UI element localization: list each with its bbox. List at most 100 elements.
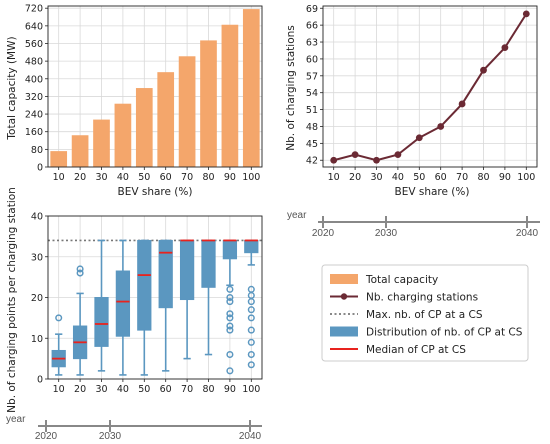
cp-box bbox=[94, 239, 109, 372]
stations-point bbox=[373, 156, 380, 164]
cp-box-flier bbox=[76, 265, 84, 273]
cp-per-cs-xtick-label: 40 bbox=[117, 384, 129, 395]
legend-swatch-box bbox=[330, 326, 358, 337]
cp-box-flier bbox=[226, 293, 234, 302]
cp-box bbox=[51, 314, 66, 376]
capacity-y-axis-label: Total capacity (MW) bbox=[6, 36, 18, 140]
capacity-bar bbox=[242, 9, 260, 167]
legend-label: Max. nb. of CP at a CS bbox=[366, 309, 483, 321]
cp-box-body bbox=[158, 239, 173, 309]
stations-ytick-label: 42 bbox=[306, 156, 318, 167]
cp-box bbox=[222, 239, 238, 375]
capacity-ytick-label: 400 bbox=[25, 74, 43, 85]
timeline-year: 2040 bbox=[516, 228, 539, 239]
cp-box-body bbox=[222, 239, 238, 260]
capacity-xtick-label: 10 bbox=[53, 172, 65, 183]
cp-per-cs-xtick-label: 10 bbox=[53, 384, 65, 395]
cp-box-body bbox=[244, 239, 259, 254]
capacity-ytick-label: 480 bbox=[25, 57, 43, 68]
stations-point bbox=[330, 156, 338, 164]
cp-box-flier bbox=[226, 298, 234, 306]
cp-box bbox=[158, 239, 173, 372]
cp-box-flier bbox=[226, 351, 234, 359]
cp-per-cs-plot-frame bbox=[47, 215, 263, 380]
cp-box-body bbox=[201, 239, 216, 288]
cp-box-body bbox=[94, 297, 109, 347]
cp-box-flier bbox=[226, 310, 234, 318]
cp-per-cs-ytick-label: 30 bbox=[31, 252, 43, 263]
cp-per-cs-box-chart: Nb. of charging points per charging stat… bbox=[6, 187, 263, 413]
cp-box bbox=[72, 265, 88, 376]
cp-box bbox=[244, 239, 259, 369]
stations-ytick-label: 60 bbox=[306, 54, 318, 65]
cp-box bbox=[179, 239, 195, 360]
cp-per-cs-ytick-label: 10 bbox=[31, 334, 43, 345]
capacity-x-axis-label: BEV share (%) bbox=[118, 186, 193, 198]
cp-per-cs-xtick-label: 30 bbox=[95, 384, 107, 395]
stations-xtick-label: 10 bbox=[328, 172, 340, 183]
legend-label: Nb. charging stations bbox=[366, 292, 478, 304]
cp-box-flier bbox=[247, 338, 255, 346]
stations-plot-frame bbox=[322, 5, 538, 168]
stations-ytick-label: 54 bbox=[306, 88, 318, 99]
cp-box-body bbox=[137, 239, 152, 331]
stations-series-line bbox=[333, 13, 528, 162]
stations-x-axis-label: BEV share (%) bbox=[395, 186, 470, 198]
capacity-bar bbox=[114, 103, 132, 167]
cp-box-body bbox=[115, 270, 131, 337]
timeline-left: year 2020 2030 2040 bbox=[6, 414, 262, 442]
stations-ytick-label: 51 bbox=[306, 105, 318, 116]
capacity-ytick-label: 160 bbox=[25, 127, 43, 138]
capacity-bar-chart: BEV share (%) Total capacity (MW) 0 80 160… bbox=[6, 4, 263, 198]
capacity-ytick-label: 320 bbox=[25, 92, 43, 103]
cp-per-cs-ytick-label: 40 bbox=[31, 212, 43, 223]
legend: Total capacity Nb. charging stations Max. … bbox=[321, 264, 529, 362]
stations-ytick-label: 63 bbox=[306, 38, 318, 49]
stations-line-chart: BEV share (%) Nb. of charging stations 4… bbox=[285, 4, 538, 198]
stations-xtick-label: 20 bbox=[349, 172, 361, 183]
capacity-xtick-label: 80 bbox=[202, 172, 214, 183]
stations-xtick-label: 60 bbox=[435, 172, 447, 183]
cp-box-flier bbox=[247, 351, 255, 359]
cp-box-flier bbox=[226, 322, 234, 330]
capacity-bar bbox=[178, 56, 196, 168]
capacity-ytick-label: 80 bbox=[31, 145, 43, 156]
timeline-year: 2020 bbox=[312, 228, 335, 239]
legend-label: Distribution of nb. of CP at CS bbox=[366, 327, 523, 339]
cp-per-cs-xtick-label: 80 bbox=[202, 384, 214, 395]
legend-swatch-stations-point bbox=[340, 293, 348, 300]
capacity-xtick-label: 20 bbox=[74, 172, 86, 183]
stations-point bbox=[437, 123, 445, 130]
stations-xtick-label: 40 bbox=[392, 172, 404, 183]
capacity-xtick-label: 60 bbox=[160, 172, 172, 183]
capacity-bar bbox=[71, 135, 89, 167]
cp-per-cs-ytick-label: 20 bbox=[31, 293, 43, 304]
timeline-year: 2030 bbox=[99, 431, 122, 442]
cp-box-flier bbox=[226, 314, 234, 322]
cp-box-flier bbox=[226, 285, 234, 293]
stations-point bbox=[458, 100, 466, 108]
stations-point bbox=[351, 151, 359, 159]
cp-per-cs-xtick-label: 100 bbox=[242, 384, 260, 395]
cp-box-flier bbox=[226, 326, 234, 334]
capacity-xtick-label: 90 bbox=[224, 172, 236, 183]
capacity-xtick-label: 40 bbox=[117, 172, 129, 183]
capacity-ytick-label: 240 bbox=[25, 110, 43, 121]
legend-label: Total capacity bbox=[365, 274, 438, 286]
cp-per-cs-xtick-label: 60 bbox=[160, 384, 172, 395]
timeline-right-label: year bbox=[287, 210, 307, 221]
timeline-left-label: year bbox=[6, 414, 26, 425]
stations-xtick-label: 50 bbox=[413, 172, 425, 183]
capacity-plot-frame bbox=[47, 5, 263, 168]
timeline-year: 2030 bbox=[375, 228, 398, 239]
cp-box-flier bbox=[226, 367, 234, 375]
stations-point bbox=[480, 66, 487, 74]
capacity-xtick-label: 100 bbox=[242, 172, 260, 183]
cp-box-flier bbox=[247, 285, 255, 293]
stations-point bbox=[501, 44, 509, 52]
capacity-bar bbox=[135, 88, 153, 167]
timeline-year: 2020 bbox=[35, 431, 58, 442]
stations-xtick-label: 100 bbox=[517, 172, 535, 183]
cp-box-flier bbox=[247, 361, 255, 369]
